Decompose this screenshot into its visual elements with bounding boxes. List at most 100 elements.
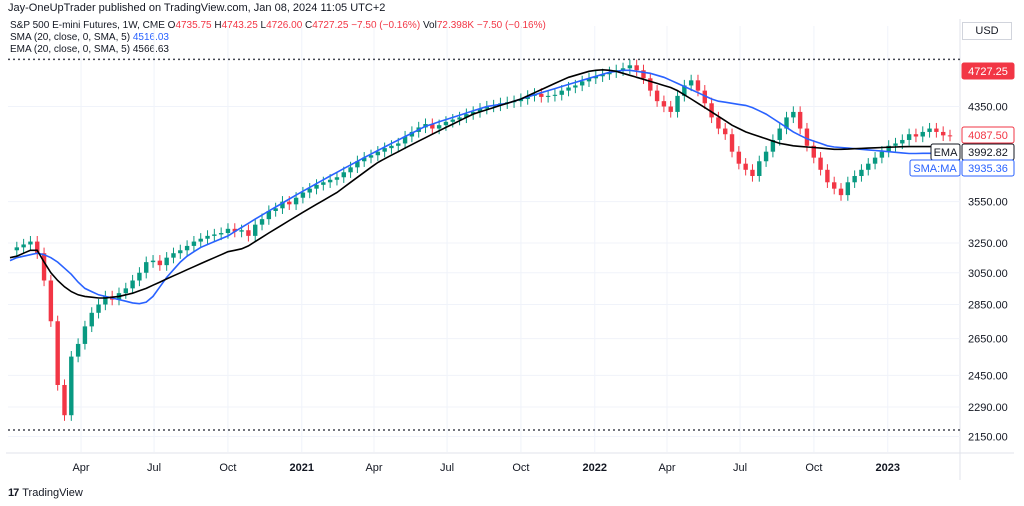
y-tick-label: 2450.00 [968,370,1008,382]
x-tick-label: Apr [658,462,675,474]
candle-body [804,128,810,146]
candle-body [287,201,292,205]
candle-body [770,139,776,152]
candle-body [396,143,401,146]
candle-body [539,93,544,97]
x-tick-label: Apr [72,462,89,474]
ema-line [9,68,950,299]
candle-body [259,219,265,225]
x-tick-label: 2021 [290,462,314,474]
legend-low-value: 4726.00 [266,20,303,31]
candle-body [648,78,653,91]
candle-body [225,228,231,234]
candle-body [832,182,837,189]
candle-body [518,99,524,102]
candle-body [69,356,74,416]
candle-body [586,78,592,82]
candle-body [866,163,871,170]
candle-body [14,247,20,251]
candle-body [552,94,558,96]
candle-body [96,304,101,313]
candle-body [886,145,891,152]
candle-body [702,90,707,104]
candle-body [443,121,449,126]
x-tick-label: Oct [219,462,236,474]
candle-body [872,157,878,164]
candle-body [232,228,237,232]
chart-legend: S&P 500 E-mini Futures, 1W, CME O4735.75… [10,20,546,56]
candle-body [355,161,360,168]
candle-body [246,230,251,236]
tradingview-brand: 17 TradingView [8,487,83,499]
candle-body [736,151,742,164]
candle-body [675,95,680,112]
candle-body [682,85,687,96]
price-label: 3992.82 [968,147,1008,159]
candle-body [430,124,435,129]
candle-body [716,117,721,129]
candle-body [253,224,258,236]
candle-body [150,260,156,263]
legend-close-value: 4727.25 [312,20,349,31]
candle-body [21,244,26,248]
candle-body [464,114,469,118]
candle-body [934,128,939,132]
currency-selector[interactable]: USD [962,22,1012,40]
x-tick-label: Oct [512,462,529,474]
legend-symbol: S&P 500 E-mini Futures, 1W, CME [10,20,165,31]
candle-body [743,163,748,170]
legend-vol-value: 72.398K [436,20,475,31]
candle-body [123,288,128,294]
candle-body [654,90,660,102]
candle-body [280,201,285,209]
candle-body [838,188,844,196]
candle-body [457,117,462,120]
candle-body [695,80,701,91]
legend-sma-label: SMA (20, close, 0, SMA, 5) [10,32,131,43]
candle-body [35,241,40,254]
y-tick-label: 3050.00 [968,268,1008,280]
candle-body [293,197,299,205]
series-tag: EMA [934,147,959,159]
candle-body [89,312,94,327]
candle-body [947,135,953,137]
candle-body [607,72,612,75]
candle-body [593,76,598,79]
price-label: 4087.50 [968,130,1008,142]
candle-body [375,151,381,156]
candle-body [402,136,408,144]
x-tick-label: Jul [147,462,161,474]
legend-change: −7.50 (−0.16%) [351,20,421,31]
legend-ohlc-row: S&P 500 E-mini Futures, 1W, CME O4735.75… [10,20,546,32]
candle-body [757,161,762,177]
candle-body [82,326,88,344]
legend-open-value: 4735.75 [175,20,212,31]
candle-body [893,143,898,146]
candle-body [579,81,585,86]
legend-vol-label: Vol [422,20,437,31]
candle-body [477,108,483,112]
candle-body [198,238,203,242]
candle-body [75,343,81,357]
price-label: 3935.36 [968,163,1008,175]
candle-body [409,131,415,137]
candle-body [709,103,714,118]
candle-body [811,145,816,158]
legend-close-label: C [305,20,313,31]
candle-body [178,250,183,254]
y-tick-label: 2850.00 [968,300,1008,312]
series-tag-box [909,159,961,177]
x-tick-label: 2023 [876,462,900,474]
legend-high-label: H [214,20,222,31]
legend-ema-value: 4566.63 [132,44,169,55]
y-tick-label: 2150.00 [968,432,1008,444]
legend-sma-value: 4516.03 [132,32,169,43]
candle-body [450,119,455,122]
candle-body [913,134,919,137]
candle-body [334,177,340,180]
price-label-box [961,159,1015,177]
x-tick-label: 2022 [583,462,607,474]
candle-body [205,235,210,239]
x-tick-label: Jul [440,462,454,474]
